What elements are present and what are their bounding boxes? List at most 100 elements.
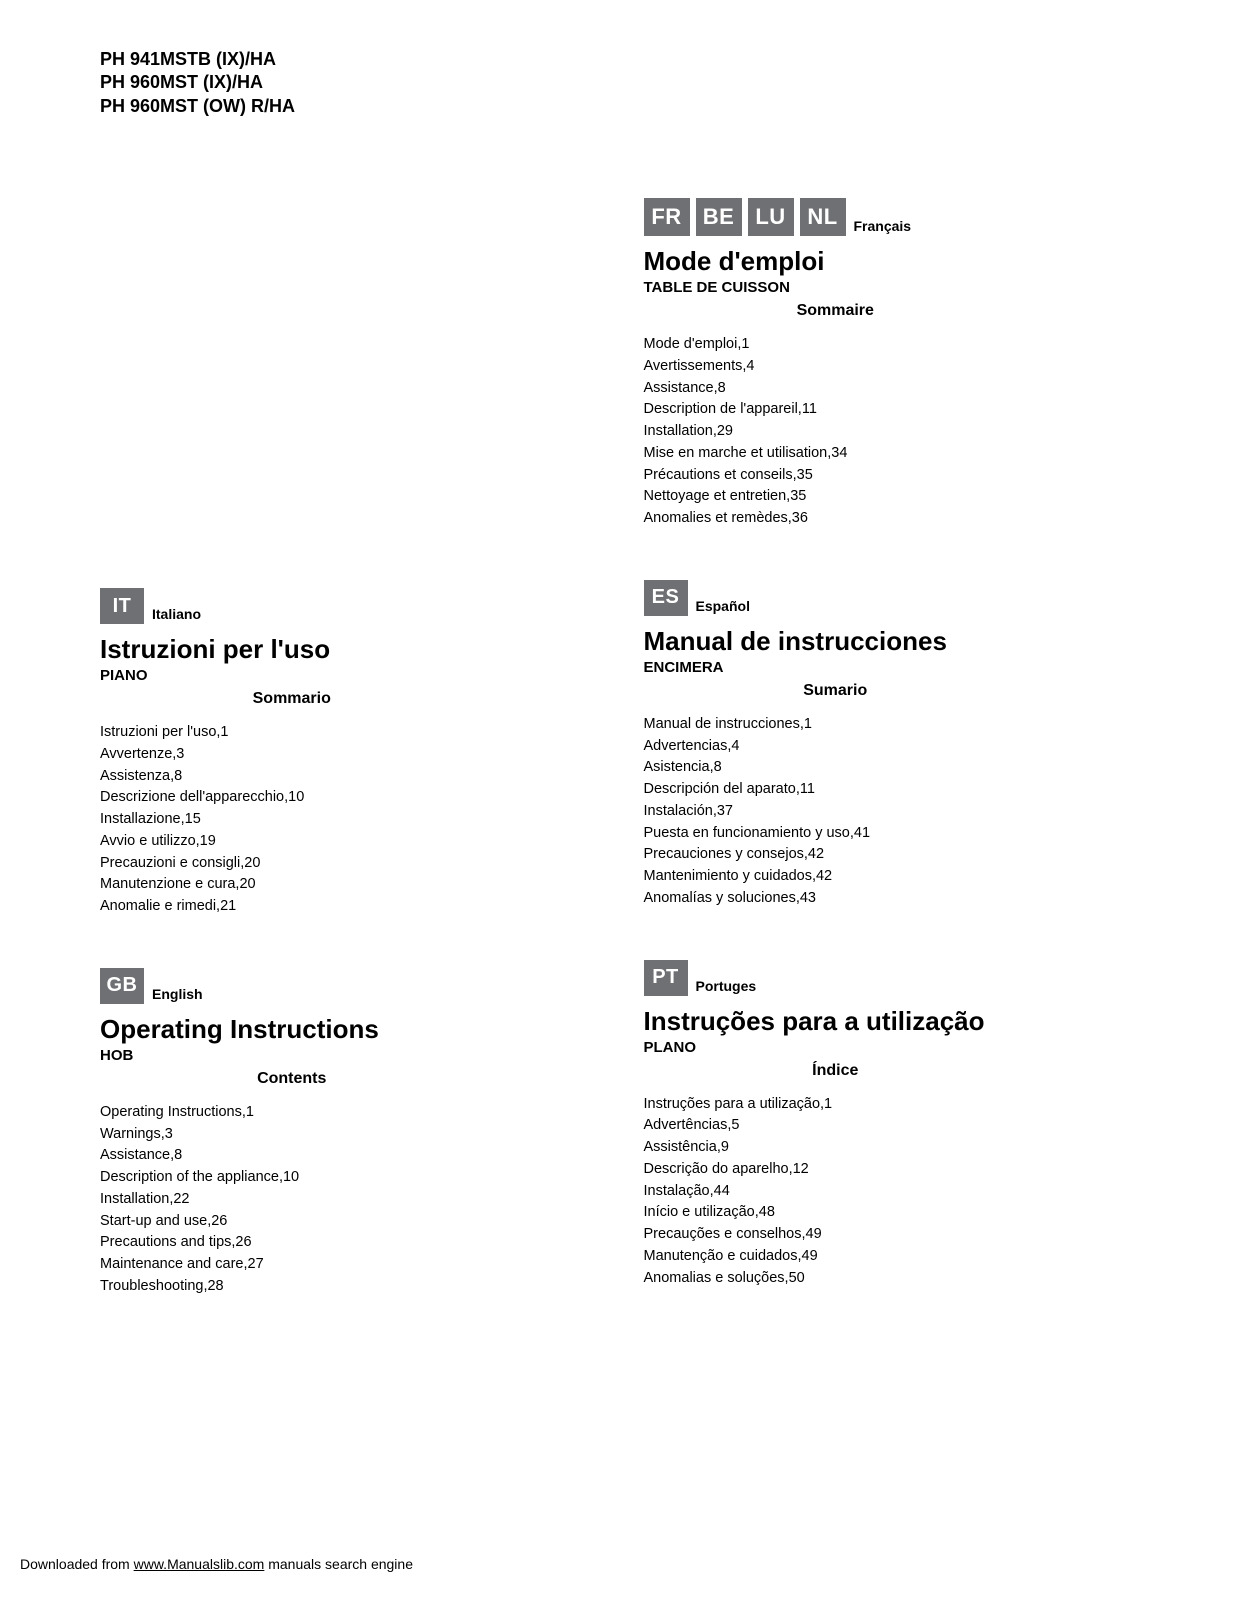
title-gb: Operating Instructions (100, 1014, 604, 1045)
toc-item: Instalación,37 (644, 801, 1148, 823)
toc-item: Anomalías y soluciones,43 (644, 888, 1148, 910)
spacer (100, 198, 604, 588)
badge-be: BE (696, 198, 742, 236)
badges-pt: PT Portuges (644, 960, 1148, 996)
toc-item: Precauzioni e consigli,20 (100, 853, 604, 875)
model-numbers: PH 941MSTB (IX)/HA PH 960MST (IX)/HA PH … (100, 48, 1147, 118)
lang-label-gb: English (152, 986, 203, 1004)
toc-item: Puesta en funcionamiento y uso,41 (644, 823, 1148, 845)
toc-item: Assistance,8 (100, 1145, 604, 1167)
badges-it: IT Italiano (100, 588, 604, 624)
product-gb: HOB (100, 1047, 604, 1064)
badge-fr: FR (644, 198, 690, 236)
product-pt: PLANO (644, 1039, 1148, 1056)
toc-item: Descrizione dell'apparecchio,10 (100, 787, 604, 809)
badge-it: IT (100, 588, 144, 624)
toc-item: Anomalias e soluções,50 (644, 1268, 1148, 1290)
badges-es: ES Español (644, 580, 1148, 616)
lang-label-it: Italiano (152, 606, 201, 624)
toc-item: Anomalie e rimedi,21 (100, 896, 604, 918)
toc-item: Avvio e utilizzo,19 (100, 831, 604, 853)
toc-item: Advertências,5 (644, 1115, 1148, 1137)
toc-item: Description of the appliance,10 (100, 1167, 604, 1189)
section-gb: GB English Operating Instructions HOB Co… (100, 968, 604, 1298)
toc-item: Manual de instrucciones,1 (644, 714, 1148, 736)
footer: Downloaded from www.Manualslib.com manua… (20, 1556, 413, 1572)
title-es: Manual de instrucciones (644, 626, 1148, 657)
toc-item: Mise en marche et utilisation,34 (644, 443, 1148, 465)
toc-it: Istruzioni per l'uso,1 Avvertenze,3 Assi… (100, 722, 604, 918)
right-column: FR BE LU NL Français Mode d'emploi TABLE… (644, 198, 1148, 1348)
lang-label-fr: Français (854, 218, 912, 236)
badges-fr: FR BE LU NL Français (644, 198, 1148, 236)
toc-item: Instalação,44 (644, 1181, 1148, 1203)
toc-heading-fr: Sommaire (644, 302, 1148, 320)
badge-nl: NL (800, 198, 846, 236)
toc-item: Operating Instructions,1 (100, 1102, 604, 1124)
toc-item: Precauciones y consejos,42 (644, 844, 1148, 866)
toc-pt: Instruções para a utilização,1 Advertênc… (644, 1094, 1148, 1290)
toc-item: Precauções e conselhos,49 (644, 1224, 1148, 1246)
toc-gb: Operating Instructions,1 Warnings,3 Assi… (100, 1102, 604, 1298)
toc-item: Instruções para a utilização,1 (644, 1094, 1148, 1116)
toc-heading-gb: Contents (100, 1070, 604, 1088)
toc-item: Assistance,8 (644, 378, 1148, 400)
toc-item: Mantenimiento y cuidados,42 (644, 866, 1148, 888)
model-line: PH 960MST (IX)/HA (100, 71, 1147, 94)
left-column: IT Italiano Istruzioni per l'uso PIANO S… (100, 198, 604, 1348)
product-es: ENCIMERA (644, 659, 1148, 676)
product-fr: TABLE DE CUISSON (644, 279, 1148, 296)
toc-item: Installation,29 (644, 421, 1148, 443)
lang-label-pt: Portuges (696, 978, 757, 996)
toc-item: Warnings,3 (100, 1124, 604, 1146)
toc-item: Maintenance and care,27 (100, 1254, 604, 1276)
toc-heading-it: Sommario (100, 690, 604, 708)
model-line: PH 960MST (OW) R/HA (100, 95, 1147, 118)
section-pt: PT Portuges Instruções para a utilização… (644, 960, 1148, 1290)
toc-item: Start-up and use,26 (100, 1211, 604, 1233)
badge-gb: GB (100, 968, 144, 1004)
toc-heading-es: Sumario (644, 682, 1148, 700)
toc-item: Précautions et conseils,35 (644, 465, 1148, 487)
toc-item: Asistencia,8 (644, 757, 1148, 779)
footer-prefix: Downloaded from (20, 1556, 134, 1572)
toc-item: Precautions and tips,26 (100, 1232, 604, 1254)
toc-item: Assistenza,8 (100, 766, 604, 788)
toc-item: Mode d'emploi,1 (644, 334, 1148, 356)
title-pt: Instruções para a utilização (644, 1006, 1148, 1037)
toc-item: Installazione,15 (100, 809, 604, 831)
section-es: ES Español Manual de instrucciones ENCIM… (644, 580, 1148, 910)
toc-item: Installation,22 (100, 1189, 604, 1211)
section-it: IT Italiano Istruzioni per l'uso PIANO S… (100, 588, 604, 918)
title-fr: Mode d'emploi (644, 246, 1148, 277)
section-fr: FR BE LU NL Français Mode d'emploi TABLE… (644, 198, 1148, 530)
toc-heading-pt: Índice (644, 1062, 1148, 1080)
model-line: PH 941MSTB (IX)/HA (100, 48, 1147, 71)
badge-lu: LU (748, 198, 794, 236)
toc-es: Manual de instrucciones,1 Advertencias,4… (644, 714, 1148, 910)
toc-item: Avertissements,4 (644, 356, 1148, 378)
toc-item: Início e utilização,48 (644, 1202, 1148, 1224)
toc-item: Avvertenze,3 (100, 744, 604, 766)
toc-item: Istruzioni per l'uso,1 (100, 722, 604, 744)
toc-item: Descripción del aparato,11 (644, 779, 1148, 801)
toc-item: Descrição do aparelho,12 (644, 1159, 1148, 1181)
content-columns: IT Italiano Istruzioni per l'uso PIANO S… (100, 198, 1147, 1348)
badges-gb: GB English (100, 968, 604, 1004)
toc-item: Manutenção e cuidados,49 (644, 1246, 1148, 1268)
badge-pt: PT (644, 960, 688, 996)
toc-fr: Mode d'emploi,1 Avertissements,4 Assista… (644, 334, 1148, 530)
lang-label-es: Español (696, 598, 750, 616)
badge-es: ES (644, 580, 688, 616)
toc-item: Manutenzione e cura,20 (100, 874, 604, 896)
toc-item: Anomalies et remèdes,36 (644, 508, 1148, 530)
footer-suffix: manuals search engine (264, 1556, 413, 1572)
title-it: Istruzioni per l'uso (100, 634, 604, 665)
toc-item: Troubleshooting,28 (100, 1276, 604, 1298)
toc-item: Advertencias,4 (644, 736, 1148, 758)
toc-item: Description de l'appareil,11 (644, 399, 1148, 421)
product-it: PIANO (100, 667, 604, 684)
footer-link[interactable]: www.Manualslib.com (134, 1556, 265, 1572)
toc-item: Nettoyage et entretien,35 (644, 486, 1148, 508)
toc-item: Assistência,9 (644, 1137, 1148, 1159)
